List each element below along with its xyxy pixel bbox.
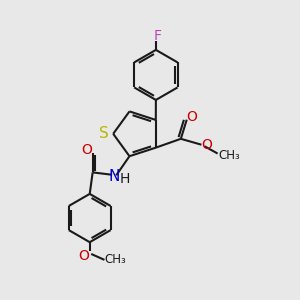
Text: N: N [108, 169, 120, 184]
Text: F: F [153, 29, 161, 43]
Text: S: S [99, 126, 109, 141]
Text: O: O [78, 249, 89, 263]
Text: O: O [201, 138, 212, 152]
Text: H: H [119, 172, 130, 186]
Text: CH₃: CH₃ [218, 148, 240, 161]
Text: O: O [81, 143, 92, 157]
Text: CH₃: CH₃ [105, 254, 127, 266]
Text: O: O [187, 110, 197, 124]
